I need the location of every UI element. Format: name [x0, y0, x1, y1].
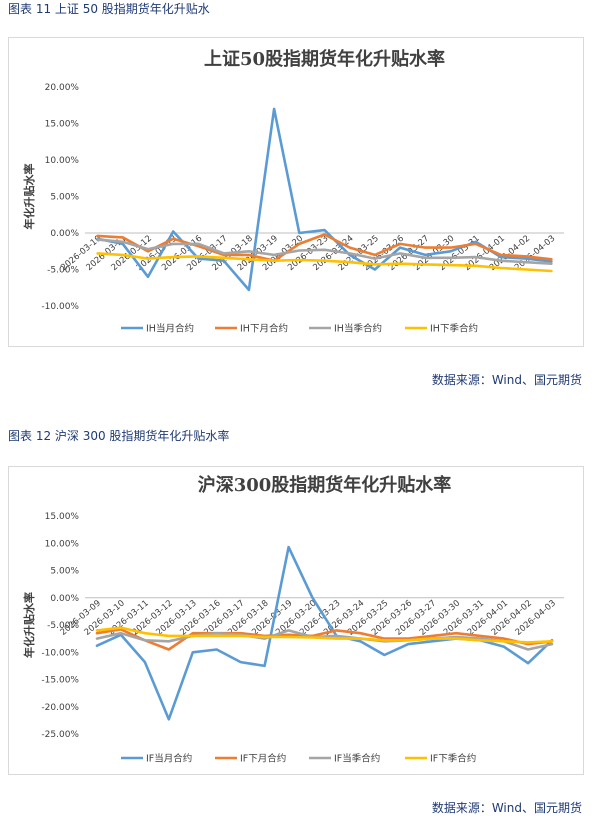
series-line-1 [96, 107, 553, 292]
legend-label-2: IH下月合约 [240, 323, 288, 335]
series-line-4 [96, 252, 553, 273]
chart-title: 沪深300股指期货年化升贴水率 [198, 474, 452, 496]
legend-label-3: IH当季合约 [334, 323, 382, 335]
series-line-3 [95, 629, 554, 651]
legend-label-4: IH下季合约 [430, 323, 478, 335]
data-source-1: 数据来源：Wind、国元期货 [431, 373, 582, 387]
y-axis-label: 年化升贴水率 [22, 164, 36, 230]
y-tick-label: -5.00% [47, 621, 79, 631]
y-tick-label: -25.00% [41, 730, 79, 740]
y-tick-label: 10.00% [45, 156, 80, 166]
y-tick-label: 10.00% [45, 539, 80, 549]
legend-label-1: IF当月合约 [146, 753, 192, 765]
legend-label-4: IF下季合约 [430, 753, 476, 765]
chart-container-1: 上证50股指期货年化升贴水率年化升贴水率 20.00% 15.00% 10.00% 5.… [8, 37, 584, 347]
y-tick-label: 5.00% [50, 193, 79, 203]
y-tick-label: -10.00% [41, 302, 79, 312]
chart-title: 上证50股指期货年化升贴水率 [204, 48, 445, 70]
y-tick-label: -5.00% [47, 266, 79, 276]
y-tick-label: 20.00% [45, 83, 80, 93]
y-tick-label: -15.00% [41, 676, 79, 686]
chart-container-2: 沪深300股指期货年化升贴水率年化升贴水率 15.00% 10.00% 5.00% 0.… [8, 466, 584, 775]
figure-caption-2: 图表 12 沪深 300 股指期货年化升贴水率 [8, 429, 230, 443]
y-tick-label: 0.00% [50, 229, 79, 239]
y-tick-label: -10.00% [41, 648, 79, 658]
y-tick-label: 5.00% [50, 567, 79, 577]
y-tick-label: 15.00% [45, 512, 80, 522]
y-axis-label: 年化升贴水率 [22, 592, 36, 658]
y-tick-label: 0.00% [50, 594, 79, 604]
figure-caption-1: 图表 11 上证 50 股指期货年化升贴水 [8, 2, 210, 16]
legend-label-1: IH当月合约 [146, 323, 194, 335]
legend-label-3: IF当季合约 [334, 753, 380, 765]
y-tick-label: 15.00% [45, 120, 80, 130]
series-line-3 [96, 238, 553, 265]
series-line-4 [95, 626, 554, 644]
series-line-2 [95, 628, 554, 651]
legend-label-2: IF下月合约 [240, 753, 286, 765]
y-tick-label: -20.00% [41, 703, 79, 713]
data-source-2: 数据来源：Wind、国元期货 [431, 801, 582, 815]
series-line-2 [96, 233, 553, 262]
